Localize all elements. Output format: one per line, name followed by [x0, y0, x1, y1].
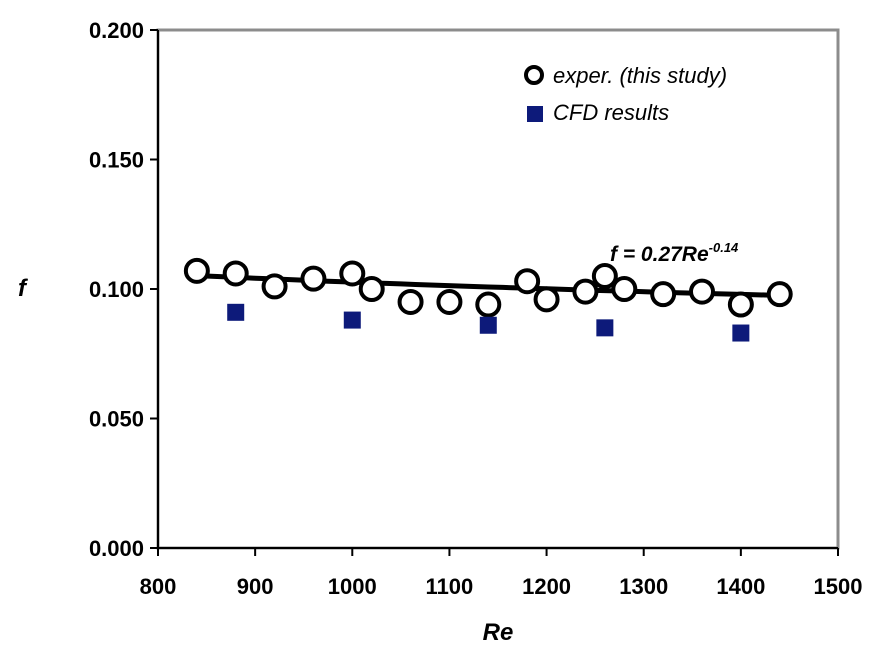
- cfd-point: [732, 324, 750, 342]
- x-tick-label: 900: [237, 574, 274, 599]
- exper-point: [339, 260, 366, 287]
- y-axis-title: f: [18, 275, 28, 302]
- trendline-equation-exponent: -0.14: [709, 240, 739, 255]
- x-tick-label: 800: [140, 574, 177, 599]
- cfd-point: [479, 316, 497, 334]
- trendline-curve: [196, 273, 780, 298]
- exper-point: [397, 288, 424, 315]
- y-ticks: 0.000 0.050 0.100 0.150 0.200: [89, 18, 158, 561]
- legend-marker-cfd: [527, 106, 543, 122]
- legend-label-cfd: CFD results: [553, 100, 669, 125]
- x-tick-label: 1100: [426, 574, 474, 599]
- y-tick-label: 0.050: [89, 407, 144, 432]
- cfd-point: [596, 319, 614, 337]
- exper-point: [572, 278, 599, 305]
- exper-point: [533, 286, 560, 313]
- exper-point: [689, 278, 715, 305]
- exper-point: [650, 281, 677, 308]
- exper-point: [358, 276, 385, 302]
- trendline: [196, 273, 780, 298]
- exper-point: [591, 263, 618, 290]
- cfd-point: [343, 311, 361, 329]
- cfd-point: [227, 303, 245, 321]
- exper-point: [611, 276, 638, 302]
- y-tick-label: 0.100: [89, 277, 144, 302]
- x-tick-label: 1000: [328, 574, 377, 599]
- x-axis-title: Re: [483, 619, 514, 645]
- legend-marker-exper: [524, 65, 544, 85]
- exper-point: [514, 268, 541, 295]
- y-tick-label: 0.150: [89, 148, 144, 173]
- y-tick-label: 0.200: [89, 18, 144, 43]
- y-tick-label: 0.000: [89, 536, 144, 561]
- exper-point: [261, 273, 288, 300]
- exper-point: [475, 291, 502, 318]
- exper-point: [436, 288, 463, 315]
- trendline-equation: f = 0.27Re-0.14: [610, 240, 739, 266]
- legend: exper. (this study) CFD results: [524, 63, 727, 125]
- data-points: [183, 257, 793, 342]
- x-tick-label: 1200: [522, 574, 571, 599]
- legend-label-exper: exper. (this study): [553, 63, 727, 88]
- exper-point: [766, 281, 793, 308]
- x-ticks: 800 900 1000 1100 1200 1300 1400 1500: [140, 548, 863, 599]
- exper-point: [222, 260, 249, 287]
- trendline-equation-main: f = 0.27Re: [610, 243, 709, 266]
- exper-point: [183, 257, 210, 284]
- x-tick-label: 1400: [716, 574, 765, 599]
- x-tick-label: 1300: [619, 574, 668, 599]
- exper-point: [300, 265, 327, 292]
- x-tick-label: 1500: [814, 574, 863, 599]
- exper-point: [727, 291, 754, 318]
